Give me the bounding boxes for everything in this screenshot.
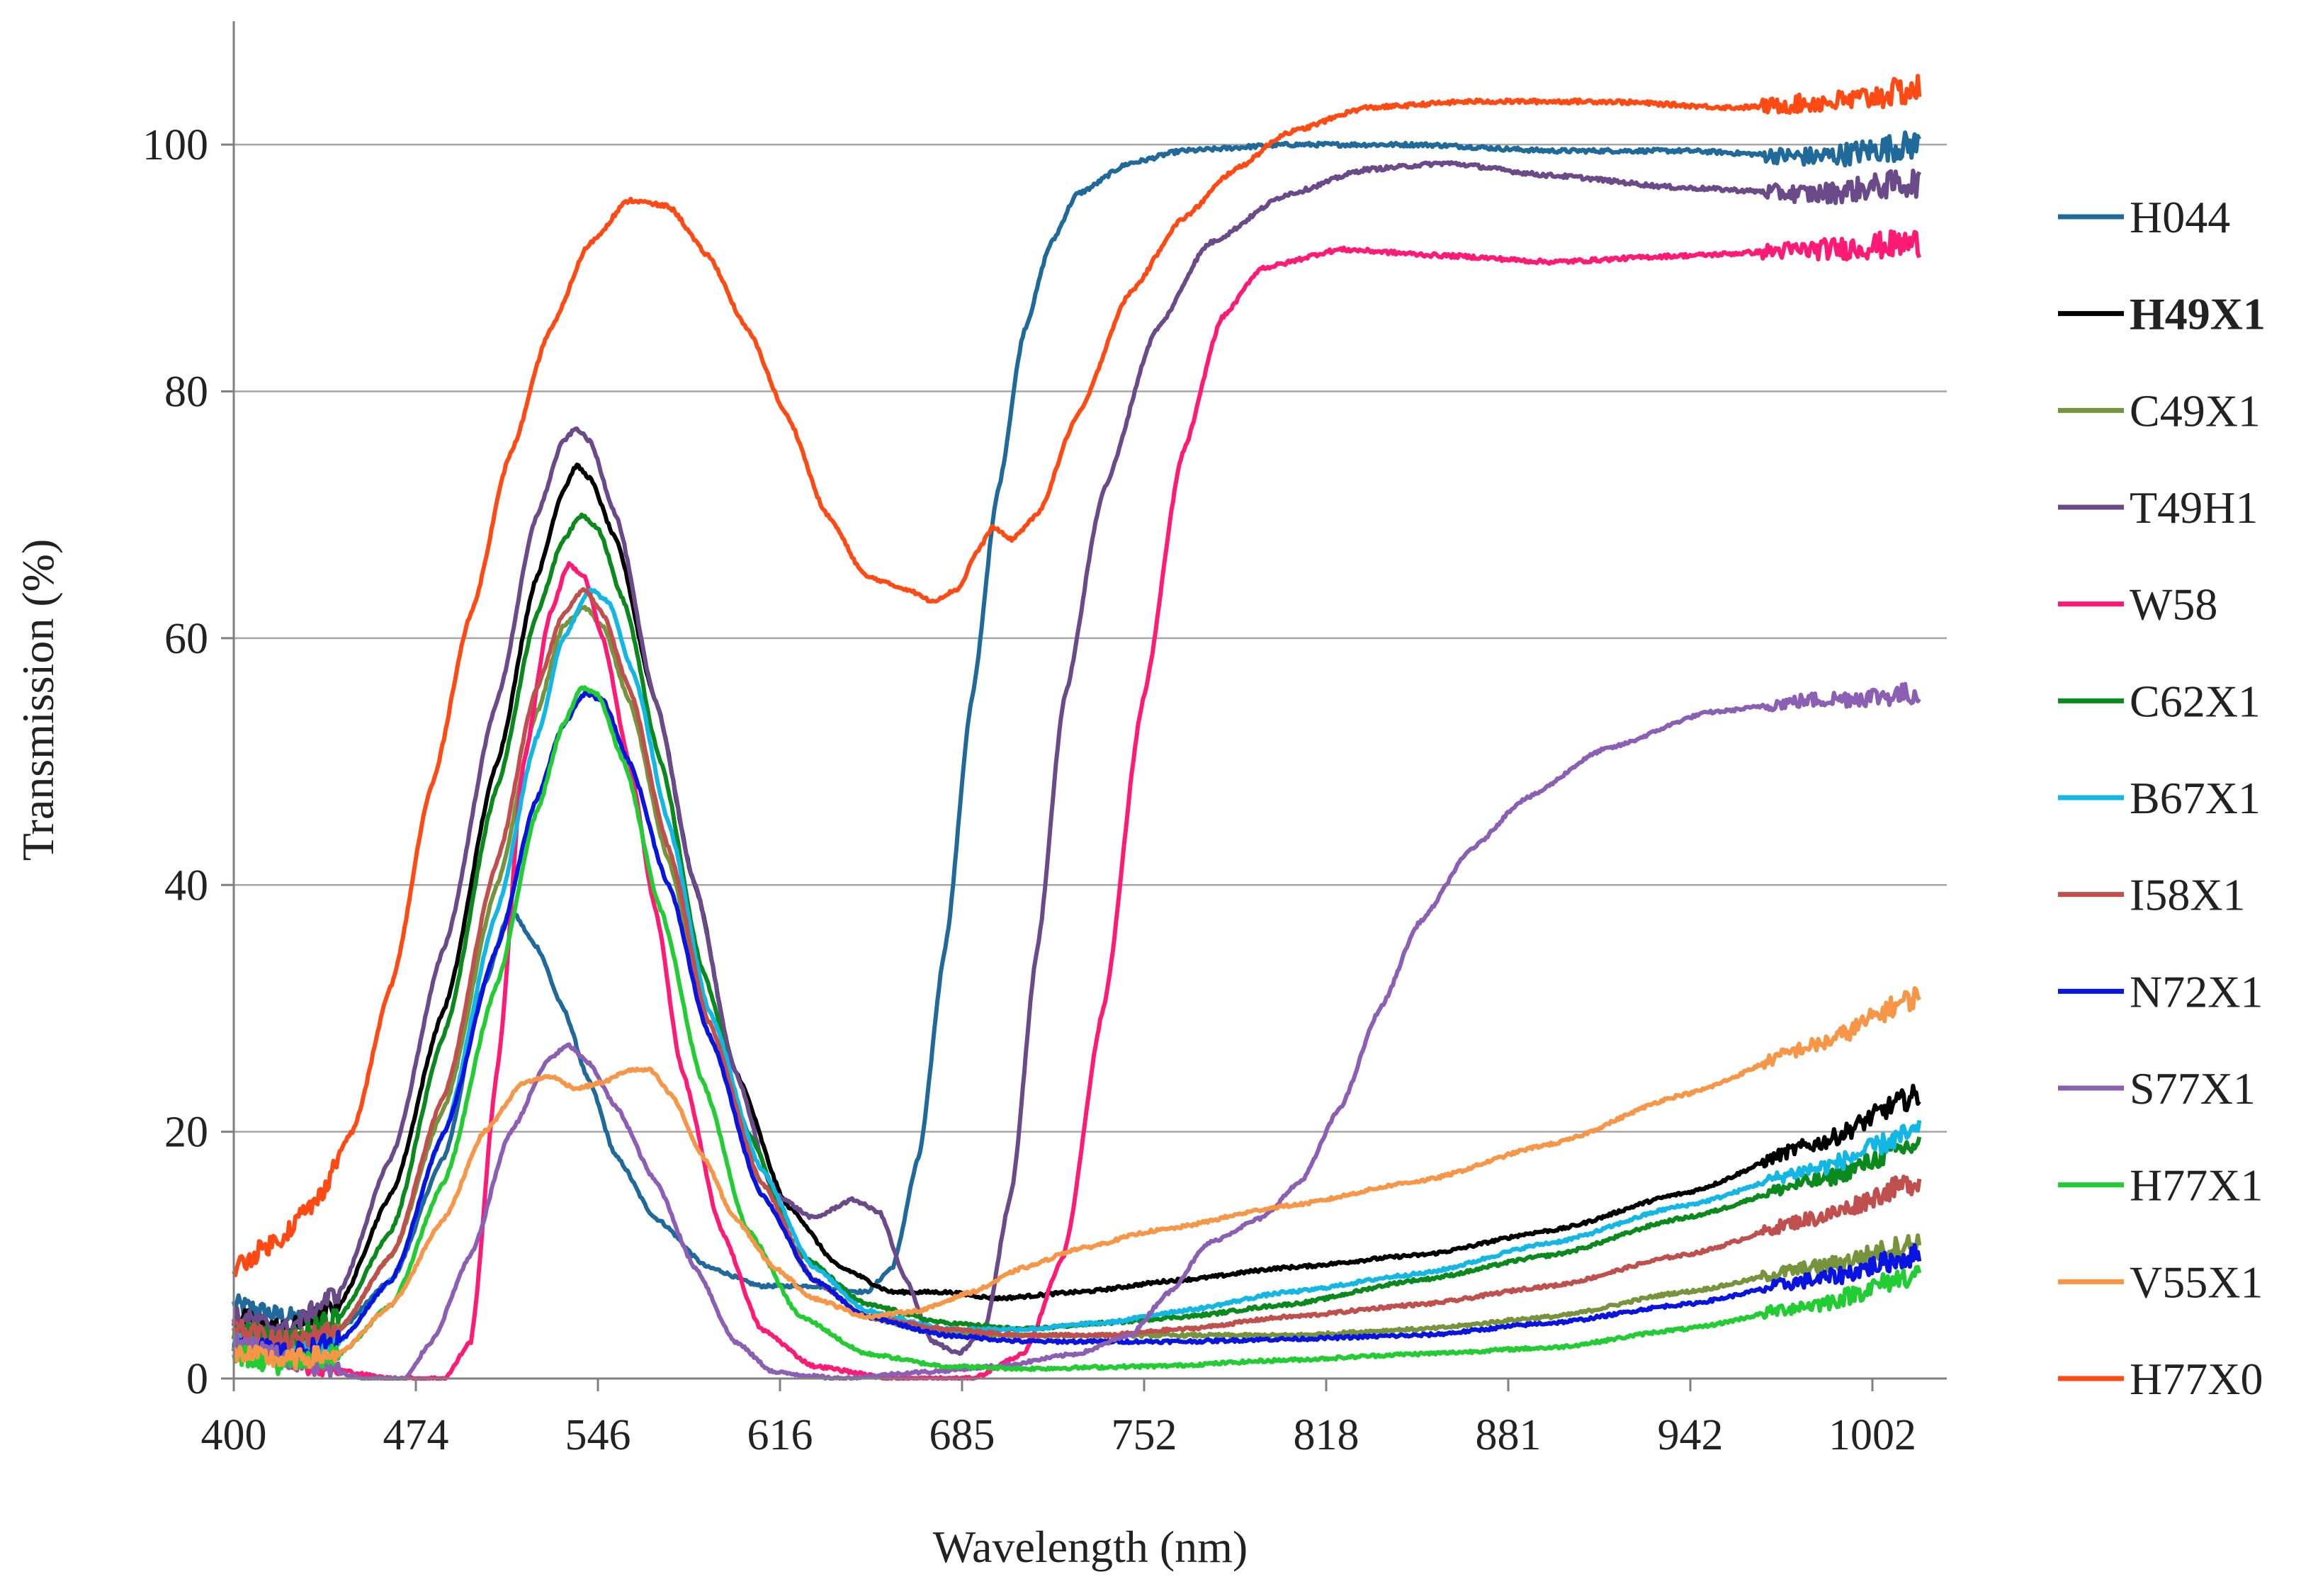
series-line-h77x0 [232,74,1922,1277]
legend-label: C49X1 [2130,385,2261,436]
legend-label: H77X1 [2130,1160,2263,1211]
x-tick-label: 546 [565,1411,631,1459]
legend-label: S77X1 [2130,1063,2256,1114]
legend-item-h49x1: H49X1 [2058,289,2266,339]
x-axis-title: Wavelength (nm) [933,1522,1248,1572]
legend-label: H49X1 [2130,289,2266,339]
y-tick-label: 40 [164,861,208,910]
legend-item-c49x1: C49X1 [2058,385,2261,436]
x-tick-label: 818 [1294,1411,1359,1459]
x-tick-label: 942 [1658,1411,1724,1459]
legend-item-h77x0: H77X0 [2058,1354,2263,1404]
legend-label: N72X1 [2130,966,2263,1017]
x-tick-label: 400 [201,1411,267,1459]
series-line-t49h1 [232,160,1922,1356]
series-line-h49x1 [232,463,1921,1340]
legend-item-t49h1: T49H1 [2058,482,2258,533]
legend-item-w58: W58 [2058,579,2217,630]
axes [221,21,1947,1391]
series-line-h77x1 [232,685,1922,1376]
series-line-w58 [232,229,1922,1381]
y-tick-label: 20 [164,1109,208,1157]
x-tick-label: 881 [1476,1411,1542,1459]
x-tick-label: 1002 [1828,1411,1916,1459]
legend-item-v55x1: V55X1 [2058,1257,2263,1307]
series-lines [232,74,1922,1381]
series-line-v55x1 [232,986,1921,1371]
legend-label: H044 [2130,192,2230,242]
x-tick-label: 752 [1112,1411,1177,1459]
series-line-s77x1 [232,681,1921,1381]
series-line-n72x1 [232,690,1922,1364]
legend-label: B67X1 [2130,773,2261,823]
y-tick-label: 100 [142,121,208,169]
legend-item-n72x1: N72X1 [2058,966,2263,1017]
legend-item-h77x1: H77X1 [2058,1160,2263,1211]
series-line-b67x1 [232,587,1922,1362]
gridlines [234,143,1947,1133]
x-tick-label: 685 [929,1411,995,1459]
y-tick-label: 60 [164,615,208,663]
legend-item-b67x1: B67X1 [2058,773,2261,823]
series-line-i58x1 [232,587,1922,1350]
legend-item-i58x1: I58X1 [2058,870,2246,920]
legend-label: W58 [2130,579,2217,630]
x-tick-label: 474 [383,1411,449,1459]
legend-item-c62x1: C62X1 [2058,676,2261,726]
y-tick-label: 0 [186,1355,208,1403]
legend-label: T49H1 [2130,482,2258,533]
legend: H044 H49X1 C49X1 T49H1 W58 C62X1 B67X1 I58X1 N72… [2058,192,2266,1404]
y-axis-title: Transmission (%) [13,539,63,861]
legend-label: I58X1 [2130,870,2246,920]
legend-item-h044: H044 [2058,192,2230,242]
tick-labels: 0 20 40 60 80 100 400 474 546 616 685 752 818 881 942 1… [142,121,1916,1459]
legend-label: H77X0 [2130,1354,2263,1404]
legend-label: V55X1 [2130,1257,2263,1307]
x-tick-label: 616 [747,1411,813,1459]
y-tick-label: 80 [164,368,208,417]
legend-item-s77x1: S77X1 [2058,1063,2256,1114]
legend-label: C62X1 [2130,676,2261,726]
